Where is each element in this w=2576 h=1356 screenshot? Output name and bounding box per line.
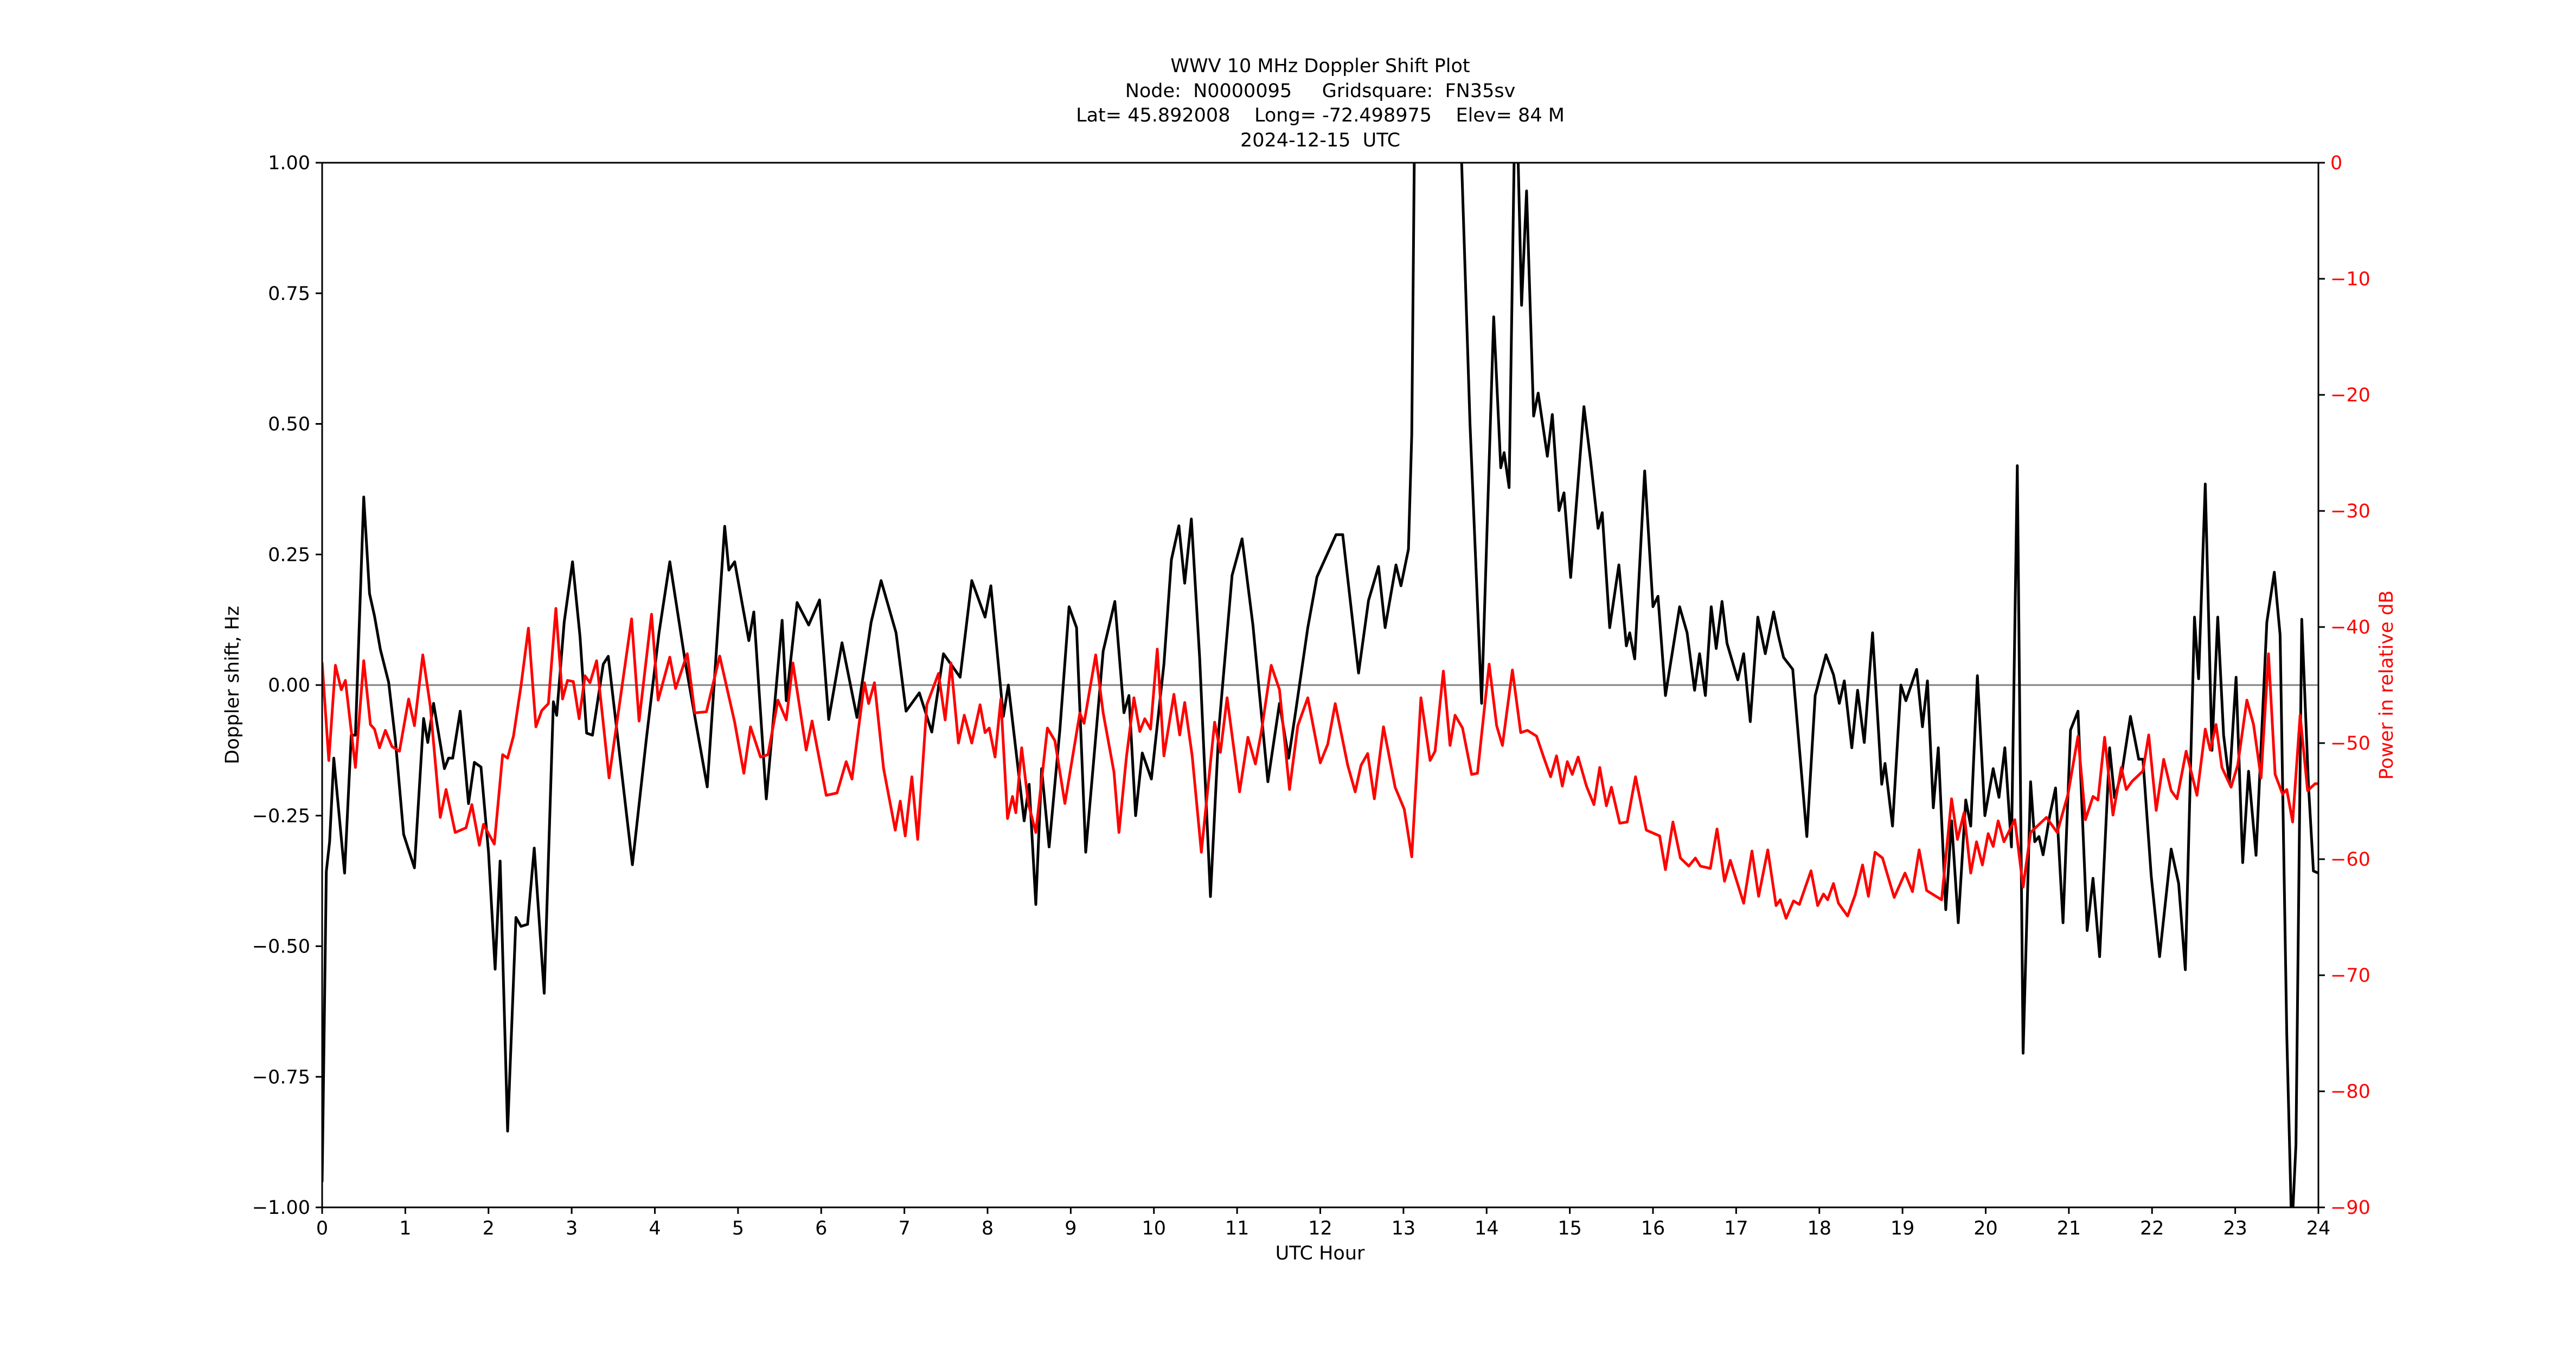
x-tick-label: 20 — [1973, 1218, 1998, 1239]
y-tick-label-left: 0.75 — [268, 283, 310, 305]
x-tick-label: 19 — [1891, 1218, 1915, 1239]
x-tick-label: 1 — [399, 1218, 411, 1239]
x-tick-label: 21 — [2057, 1218, 2081, 1239]
y-axis-right-label: Power in relative dB — [2376, 590, 2398, 779]
x-tick-label: 17 — [1724, 1218, 1748, 1239]
y-tick-label-left: −0.25 — [252, 805, 310, 827]
y-tick-label-right: −40 — [2330, 617, 2370, 638]
x-tick-label: 9 — [1065, 1218, 1076, 1239]
chart-subtitle-node: Node: N0000095 Gridsquare: FN35sv — [1125, 80, 1516, 102]
y-axis-left: 1.00 0.75 0.50 0.25 0.00 −0.25 −0.50 −0.75 −1.00 — [252, 152, 322, 1219]
x-axis-label: UTC Hour — [1276, 1243, 1365, 1264]
chart-subtitle-date: 2024-12-15 UTC — [1240, 129, 1401, 151]
chart-title: WWV 10 MHz Doppler Shift Plot — [1170, 55, 1470, 77]
y-tick-label-right: −80 — [2330, 1081, 2370, 1103]
x-tick-label: 8 — [982, 1218, 994, 1239]
y-tick-label-right: −60 — [2330, 849, 2370, 871]
x-tick-label: 5 — [732, 1218, 744, 1239]
power-series-line — [322, 607, 2318, 920]
x-tick-label: 23 — [2223, 1218, 2247, 1239]
y-axis-left-label: Doppler shift, Hz — [222, 606, 243, 764]
x-tick-label: 11 — [1225, 1218, 1249, 1239]
y-axis-right: 0 −10 −20 −30 −40 −50 −60 −70 −80 −90 — [2318, 152, 2370, 1219]
y-tick-label-left: −1.00 — [252, 1197, 310, 1219]
y-tick-label-left: 0.00 — [268, 675, 310, 696]
y-tick-label-left: −0.75 — [252, 1066, 310, 1088]
x-tick-label: 6 — [815, 1218, 827, 1239]
chart-subtitle-location: Lat= 45.892008 Long= -72.498975 Elev= 84… — [1076, 105, 1565, 126]
x-tick-label: 24 — [2306, 1218, 2331, 1239]
plot-area — [322, 163, 2318, 1207]
x-tick-label: 3 — [566, 1218, 578, 1239]
chart-title-block: WWV 10 MHz Doppler Shift Plot Node: N000… — [322, 54, 2318, 153]
x-tick-label: 12 — [1308, 1218, 1332, 1239]
y-tick-label-right: −50 — [2330, 733, 2370, 754]
y-tick-label-left: 0.25 — [268, 544, 310, 566]
y-tick-label-right: −20 — [2330, 385, 2370, 406]
x-tick-label: 14 — [1475, 1218, 1499, 1239]
x-axis: 0 1 2 3 4 5 6 7 8 9 10 11 12 13 14 15 16 17 18 19 20 21 22 23 24 — [316, 1207, 2330, 1239]
x-tick-label: 16 — [1641, 1218, 1665, 1239]
x-tick-label: 13 — [1392, 1218, 1416, 1239]
y-tick-label-right: 0 — [2330, 152, 2342, 174]
doppler-series-line — [322, 163, 2318, 1207]
x-tick-label: 2 — [483, 1218, 495, 1239]
x-tick-label: 4 — [649, 1218, 661, 1239]
y-tick-label-right: −10 — [2330, 268, 2370, 290]
x-tick-label: 18 — [1807, 1218, 1831, 1239]
y-tick-label-right: −30 — [2330, 501, 2370, 522]
x-tick-label: 10 — [1142, 1218, 1166, 1239]
x-tick-label: 15 — [1558, 1218, 1582, 1239]
x-tick-label: 0 — [316, 1218, 328, 1239]
x-tick-label: 7 — [898, 1218, 910, 1239]
y-tick-label-left: 1.00 — [268, 152, 310, 174]
y-tick-label-left: −0.50 — [252, 936, 310, 958]
y-tick-label-right: −70 — [2330, 965, 2370, 987]
x-tick-label: 22 — [2140, 1218, 2164, 1239]
y-tick-label-left: 0.50 — [268, 414, 310, 436]
y-tick-label-right: −90 — [2330, 1197, 2370, 1219]
